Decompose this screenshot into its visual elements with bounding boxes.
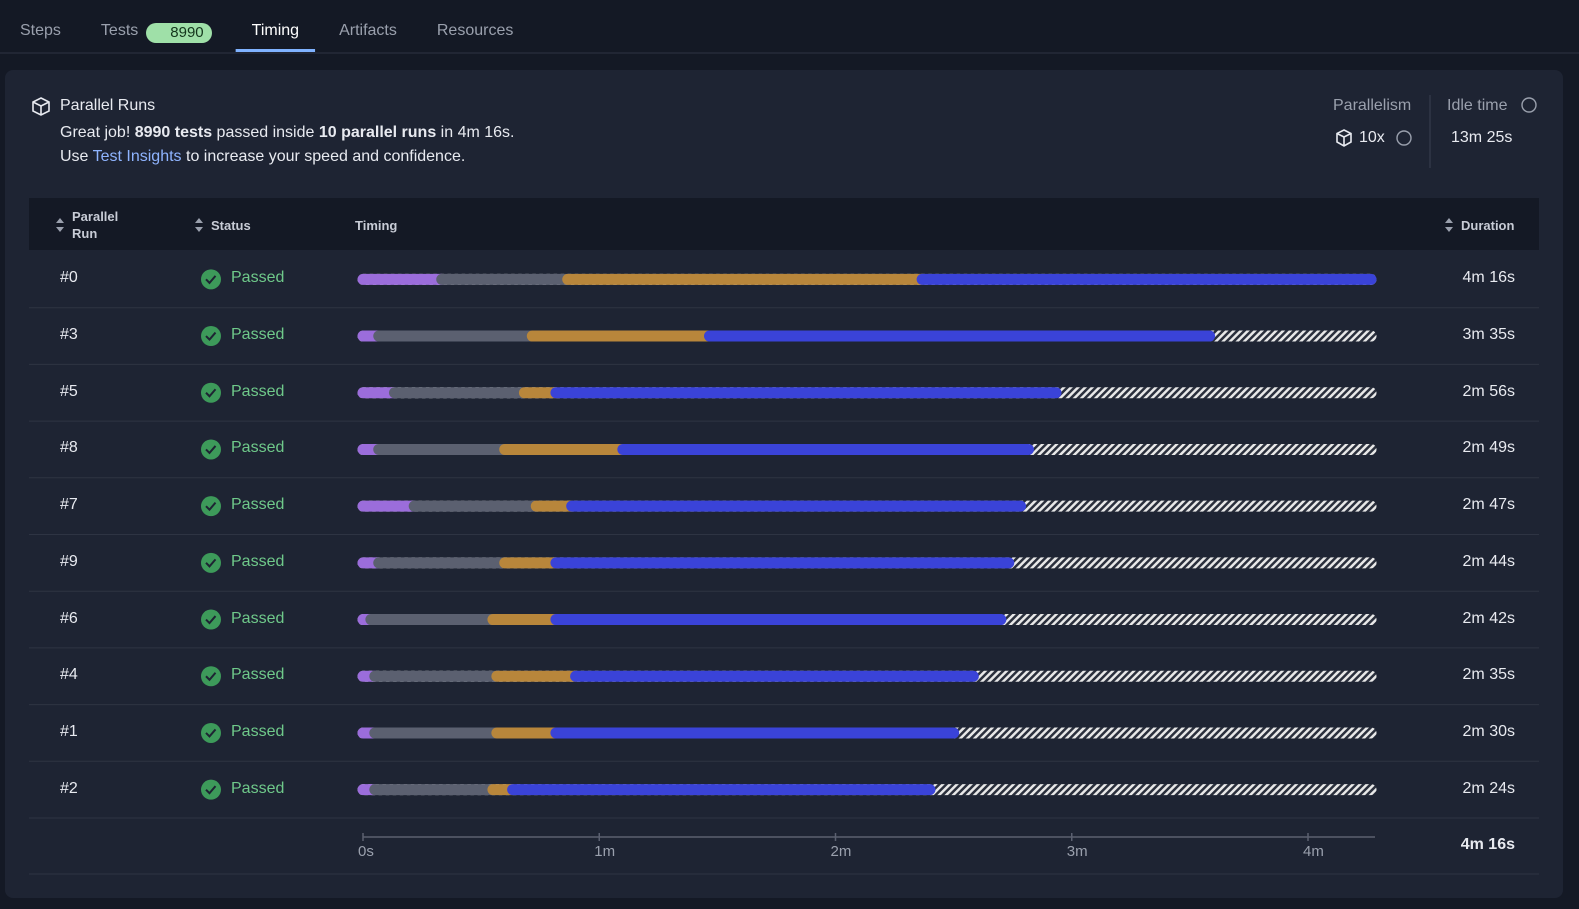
status-icon <box>201 552 221 573</box>
duration: 2m 49s <box>1462 439 1515 457</box>
status: Passed <box>231 269 285 287</box>
status-check <box>205 558 217 568</box>
status-check <box>205 445 217 455</box>
summary-text: to increase your speed and confidence. <box>181 148 466 165</box>
cube-icon <box>1336 129 1352 147</box>
sort-icon <box>195 218 203 232</box>
duration: 2m 35s <box>1462 666 1515 684</box>
badge-count: 8990 <box>170 24 204 41</box>
status-icon <box>201 722 221 743</box>
stat-value: 13m 25s <box>1451 129 1513 146</box>
run-id: #5 <box>60 382 78 400</box>
status-icon <box>201 496 221 517</box>
axis-tick-label: 4m <box>1303 843 1324 860</box>
summary-text: 10 parallel runs <box>318 124 437 141</box>
status: Passed <box>231 666 285 684</box>
run-id: #2 <box>60 779 78 797</box>
summary-line: Use Test Insights to increase your speed… <box>60 148 465 166</box>
sort-icon <box>56 218 64 232</box>
duration: 3m 35s <box>1462 326 1515 344</box>
tab-badge: 8990 <box>146 23 212 43</box>
status-icon <box>201 666 221 687</box>
link[interactable]: Test Insights <box>92 148 182 165</box>
status: Passed <box>231 382 285 400</box>
summary-text: Use <box>60 148 93 165</box>
run-id: #3 <box>60 326 78 344</box>
duration: 2m 30s <box>1462 722 1515 740</box>
status-check <box>205 615 217 625</box>
status-icon <box>201 779 221 800</box>
status-check <box>205 388 217 398</box>
duration: 2m 44s <box>1462 552 1515 570</box>
tab[interactable]: Timing <box>251 22 300 39</box>
stat-value: 10x <box>1359 129 1385 146</box>
summary-text: passed inside <box>212 124 319 141</box>
tab-indicator <box>235 49 316 52</box>
duration: 4m 16s <box>1462 269 1515 287</box>
status-check <box>205 501 217 512</box>
run-id: #4 <box>60 666 78 684</box>
axis-tick-label: 3m <box>1067 843 1088 860</box>
summary-title: Parallel Runs <box>60 97 156 114</box>
duration: 2m 56s <box>1462 382 1515 400</box>
status-check <box>205 728 217 738</box>
tab[interactable]: Artifacts <box>339 22 397 39</box>
cube-icon <box>32 97 50 116</box>
run-id: #1 <box>60 722 78 740</box>
status-icon <box>201 326 221 347</box>
status-icon <box>201 269 221 290</box>
stat-label: Idle time <box>1447 97 1508 114</box>
status: Passed <box>231 552 285 570</box>
status-check <box>205 275 217 285</box>
duration: 2m 47s <box>1462 496 1515 514</box>
column-header[interactable]: Duration <box>1461 218 1515 233</box>
status-icon <box>201 439 221 460</box>
status: Passed <box>231 779 285 797</box>
duration: 2m 24s <box>1462 779 1515 797</box>
column-header[interactable]: Parallel Run <box>72 209 119 241</box>
summary-line: Great job! 8990 tests passed inside 10 p… <box>60 124 514 142</box>
run-id: #8 <box>60 439 78 457</box>
status: Passed <box>231 722 285 740</box>
info-icon[interactable] <box>1396 130 1412 146</box>
column-header[interactable]: Status <box>211 218 251 233</box>
duration: 2m 42s <box>1462 609 1515 627</box>
stat-label: Parallelism <box>1333 97 1412 114</box>
axis-tick-label: 1m <box>594 843 615 860</box>
summary-text: in 4m 16s. <box>436 124 515 141</box>
status-check <box>205 785 217 795</box>
run-id: #7 <box>60 496 78 514</box>
status-check <box>205 331 217 342</box>
total-duration: 4m 16s <box>1460 836 1515 853</box>
tab[interactable]: Tests <box>100 22 139 39</box>
status: Passed <box>231 496 285 514</box>
sort-icon <box>1445 218 1453 232</box>
tab[interactable]: Resources <box>436 22 514 39</box>
run-id: #9 <box>60 552 78 570</box>
summary-text: Great job! <box>60 124 135 141</box>
status: Passed <box>231 609 285 627</box>
status-check <box>205 672 217 682</box>
status: Passed <box>231 326 285 344</box>
status-icon <box>201 609 221 630</box>
info-icon[interactable] <box>1521 97 1537 113</box>
column-header: Timing <box>355 218 398 233</box>
summary-text: 8990 tests <box>134 124 213 141</box>
run-id: #6 <box>60 609 78 627</box>
tab[interactable]: Steps <box>20 22 61 39</box>
table-header <box>29 198 1539 250</box>
status-icon <box>201 382 221 403</box>
axis-tick-label: 0s <box>358 843 374 860</box>
status: Passed <box>231 439 285 457</box>
run-id: #0 <box>60 269 78 287</box>
axis-tick-label: 2m <box>831 843 852 860</box>
